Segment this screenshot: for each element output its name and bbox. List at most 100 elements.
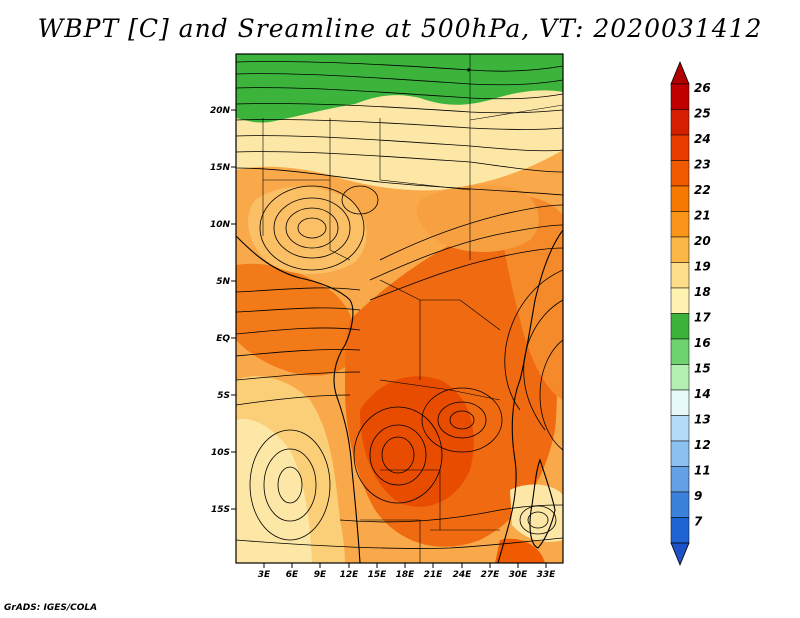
streamline	[236, 151, 563, 173]
colorbar-swatch	[670, 83, 690, 110]
streamline	[236, 371, 361, 381]
colorbar-label: 11	[694, 464, 711, 478]
streamline	[519, 505, 557, 535]
wbpt-level-21-east	[500, 195, 563, 400]
lon-label: 27E	[481, 570, 501, 580]
streamline	[236, 287, 361, 293]
colorbar-swatch	[670, 364, 690, 391]
streamline	[339, 504, 563, 523]
streamline	[341, 185, 379, 215]
colorbar-label: 12	[694, 438, 711, 452]
streamlines	[236, 61, 563, 549]
streamline	[236, 87, 563, 100]
colorbar-swatch	[670, 262, 690, 289]
colorbar-swatch	[670, 313, 690, 340]
colorbar-label: 22	[694, 183, 711, 197]
colorbar-swatch	[670, 211, 690, 238]
longitude-ticks	[263, 563, 547, 568]
wbpt-level-23-core	[360, 376, 474, 507]
colorbar-label: 7	[694, 515, 703, 529]
lon-label: 21E	[424, 570, 444, 580]
streamline	[273, 197, 351, 259]
colorbar-swatch	[670, 287, 690, 314]
colorbar-swatch	[670, 160, 690, 187]
colorbar-label: 18	[694, 285, 711, 299]
colorbar-label: 17	[694, 311, 711, 325]
lon-label: 30E	[509, 570, 529, 580]
lat-label: 15S	[211, 505, 230, 515]
streamline	[277, 466, 303, 504]
colorbar-bottom-arrow	[670, 542, 690, 567]
colorbar-swatch	[670, 517, 690, 544]
lat-label: 20N	[210, 106, 231, 116]
wbpt-level-17	[236, 54, 563, 123]
colorbar-swatch	[670, 134, 690, 161]
colorbar-swatch	[670, 389, 690, 416]
wbpt-level-20-northwest	[248, 186, 367, 274]
wbpt-level-23-south	[495, 538, 545, 563]
longitude-axis: 3E 6E 9E 12E 15E 18E 21E 24E 27E 30E 33E	[258, 570, 556, 580]
lon-label: 24E	[453, 570, 473, 580]
colorbar-swatch	[670, 185, 690, 212]
colorbar-swatch	[670, 338, 690, 365]
colorbar-top-arrow	[670, 60, 690, 85]
lat-label: 15N	[210, 163, 231, 173]
colorbar-label: 16	[694, 336, 711, 350]
streamline	[437, 401, 487, 439]
lon-label: 3E	[258, 570, 271, 580]
streamline	[236, 73, 563, 86]
streamline	[527, 511, 549, 529]
colorbar-label: 21	[694, 209, 711, 223]
colorbar-swatch	[670, 236, 690, 263]
streamline	[236, 103, 563, 114]
country-borders	[262, 54, 563, 563]
streamline	[369, 424, 427, 486]
colorbar-label: 9	[694, 489, 702, 503]
latitude-ticks	[231, 109, 236, 510]
wbpt-field	[236, 54, 563, 563]
streamline	[236, 537, 563, 549]
streamline	[249, 429, 331, 541]
colorbar-label: 15	[694, 362, 711, 376]
colorbar-label: 13	[694, 413, 711, 427]
streamline	[236, 349, 361, 357]
streamline	[449, 410, 475, 430]
lat-label: EQ	[216, 334, 230, 344]
colorbar-label: 14	[694, 387, 711, 401]
colorbar-label: 23	[694, 158, 711, 172]
streamline	[421, 387, 503, 453]
colorbar-swatch	[670, 109, 690, 136]
lon-label: 15E	[368, 570, 388, 580]
streamline	[539, 339, 563, 451]
streamline	[236, 327, 361, 335]
lon-label: 6E	[286, 570, 299, 580]
coastline-east	[497, 229, 563, 563]
map-frame	[235, 53, 564, 564]
colorbar-swatch	[670, 440, 690, 467]
streamline	[381, 436, 415, 474]
streamline	[263, 448, 317, 522]
streamline	[236, 167, 563, 196]
latitude-axis: 20N 15N 10N 5N EQ 5S 10S 15S	[210, 106, 231, 515]
coastlines-borders	[236, 54, 563, 563]
lat-label: 10S	[211, 448, 230, 458]
lat-label: 5S	[217, 391, 230, 401]
wbpt-level-19-southwest	[236, 419, 312, 563]
lon-label: 12E	[340, 570, 360, 580]
streamline	[236, 135, 563, 152]
lon-label: 33E	[537, 570, 557, 580]
lat-label: 10N	[210, 220, 231, 230]
streamline	[285, 207, 339, 249]
wbpt-level-21-north	[416, 184, 539, 252]
colorbar: 26 25 24 23 22 21 20 19 18 17 16 15 14 13 12 11 9 7	[670, 60, 711, 567]
lon-label: 18E	[396, 570, 416, 580]
colorbar-label: 24	[694, 132, 711, 146]
lon-label: 9E	[314, 570, 327, 580]
map-title: WBPT [C] and Sreamline at 500hPa, VT: 20…	[37, 14, 763, 43]
colorbar-swatch	[670, 415, 690, 442]
colorbar-swatch	[670, 491, 690, 518]
streamline	[379, 204, 563, 261]
streamline	[504, 269, 563, 411]
streamline	[297, 217, 327, 239]
